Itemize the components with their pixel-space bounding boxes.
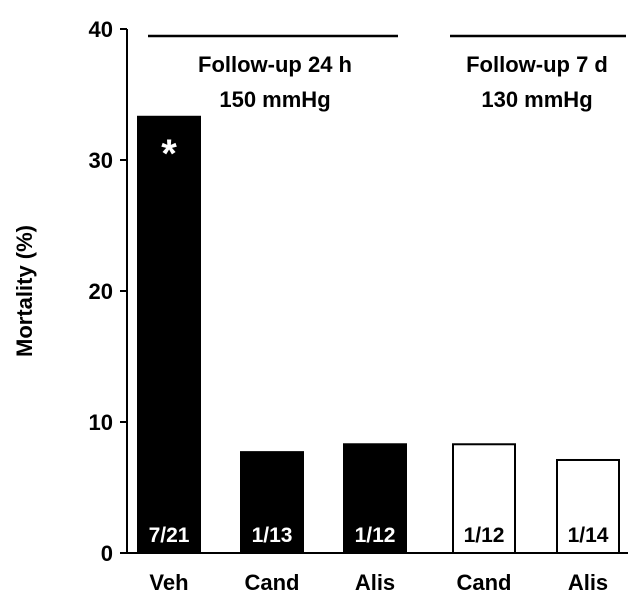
- group-label-follow-up: Follow-up 7 d: [466, 52, 608, 77]
- bar-count-label: 7/21: [149, 524, 190, 547]
- bar: [452, 443, 516, 554]
- bar-count-label: 1/12: [355, 524, 396, 547]
- x-category-label: Alis: [355, 570, 395, 595]
- bar: [556, 458, 620, 554]
- y-tick-label: 30: [89, 148, 113, 173]
- x-category-label: Veh: [149, 570, 188, 595]
- y-tick-label: 20: [89, 279, 113, 304]
- bar: [137, 115, 201, 555]
- x-category-label: Cand: [457, 570, 512, 595]
- bar-count-label: 1/13: [252, 524, 293, 547]
- x-category-label: Cand: [245, 570, 300, 595]
- y-tick-label: 0: [101, 541, 113, 566]
- y-axis-title: Mortality (%): [12, 225, 37, 357]
- x-category-label: Alis: [568, 570, 608, 595]
- group-label-pressure: 150 mmHg: [219, 87, 330, 112]
- significance-star: *: [161, 132, 177, 176]
- bar-count-label: 1/12: [464, 524, 505, 547]
- bar-count-label: 1/14: [568, 524, 609, 547]
- group-label-pressure: 130 mmHg: [481, 87, 592, 112]
- group-label-follow-up: Follow-up 24 h: [198, 52, 352, 77]
- y-tick-label: 40: [89, 17, 113, 42]
- y-tick-label: 10: [89, 410, 113, 435]
- bar: [240, 451, 304, 555]
